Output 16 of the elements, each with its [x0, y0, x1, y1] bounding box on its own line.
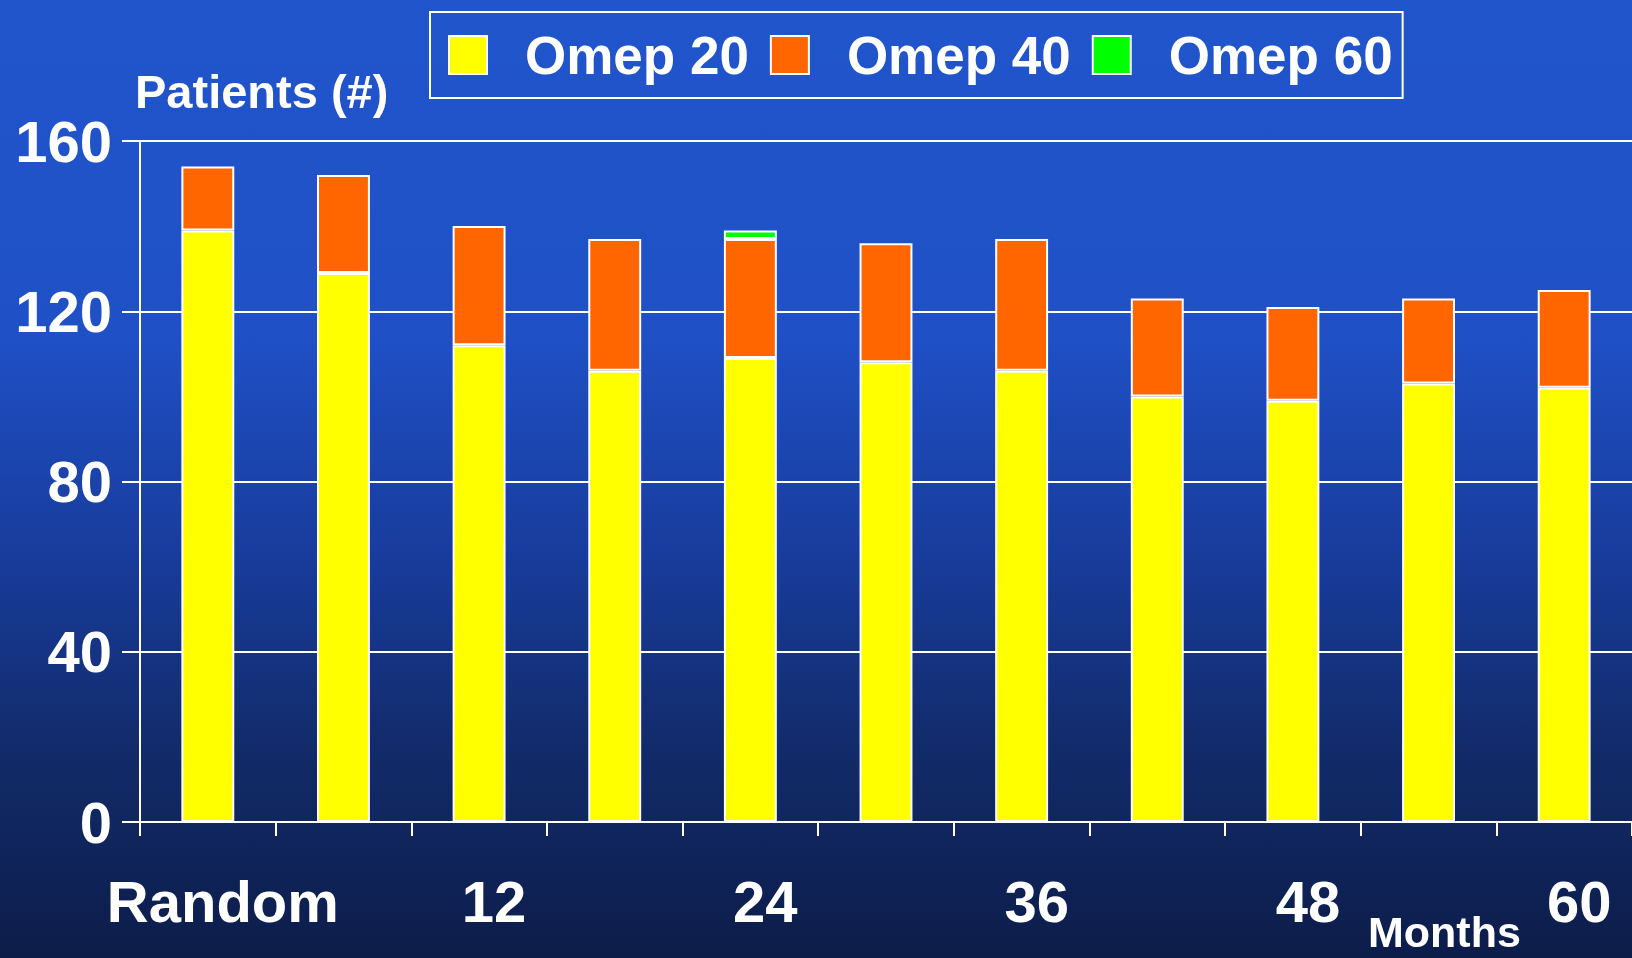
y-axis-title: Patients (#): [135, 65, 389, 118]
y-tick-label: 80: [47, 449, 112, 514]
legend-label: Omep 60: [1168, 25, 1393, 85]
x-tick-label: 36: [1004, 868, 1069, 934]
y-tick-label: 0: [79, 789, 112, 855]
y-tick-label: 160: [15, 108, 112, 174]
x-tick-label: 60: [1546, 868, 1612, 934]
y-tick-label: 120: [15, 278, 112, 344]
legend-label: Omep 20: [525, 25, 749, 85]
y-tick-label: 40: [47, 619, 112, 685]
x-tick-label: 12: [461, 868, 527, 934]
x-tick-label: 48: [1275, 868, 1341, 934]
x-tick-label: 24: [733, 868, 798, 934]
x-tick-label: Random: [106, 868, 339, 934]
x-axis-title: Months: [1368, 907, 1521, 956]
legend-label: Omep 40: [846, 25, 1071, 85]
